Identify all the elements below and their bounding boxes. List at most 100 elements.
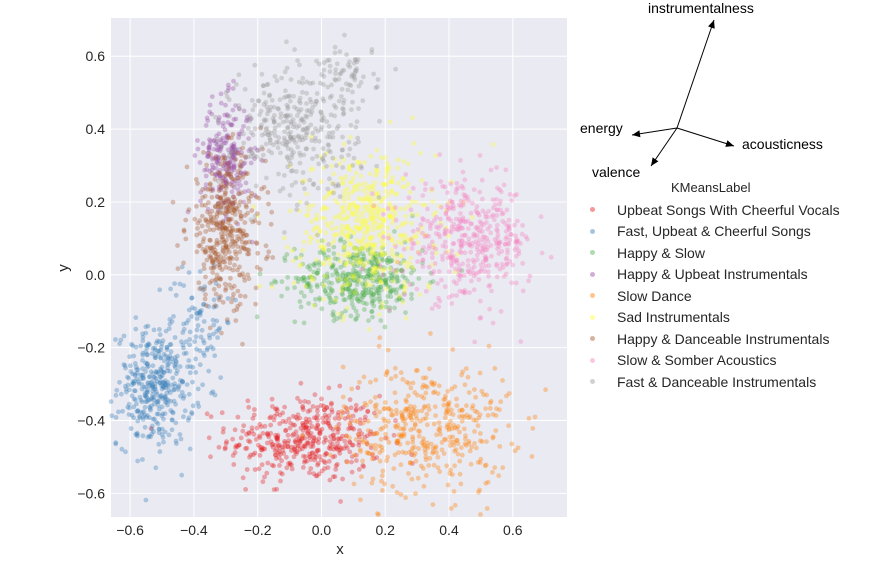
data-point — [445, 207, 450, 213]
data-point — [480, 234, 486, 240]
data-point — [486, 343, 492, 349]
data-point — [209, 258, 215, 264]
data-point — [314, 257, 319, 263]
data-point — [448, 418, 453, 424]
data-point — [401, 260, 406, 266]
data-point — [265, 460, 271, 466]
data-point — [302, 444, 308, 450]
data-point — [403, 450, 408, 456]
data-point — [429, 306, 435, 311]
data-point — [381, 211, 386, 217]
data-point — [486, 263, 492, 268]
data-point — [244, 445, 250, 451]
data-point — [458, 203, 464, 209]
data-point — [209, 111, 215, 117]
data-point — [503, 241, 508, 247]
data-point — [226, 135, 232, 141]
data-point — [256, 195, 262, 201]
data-point — [284, 465, 290, 471]
data-point — [411, 267, 417, 273]
data-point — [148, 380, 154, 385]
data-point — [370, 284, 376, 290]
data-point — [138, 372, 144, 378]
data-point — [197, 230, 203, 236]
data-point — [393, 399, 399, 405]
data-point — [300, 180, 305, 186]
data-point — [498, 189, 504, 195]
data-point — [454, 438, 459, 443]
data-point — [264, 104, 270, 110]
data-point — [346, 281, 351, 287]
data-point — [347, 435, 352, 441]
data-point — [391, 432, 397, 438]
data-point — [159, 364, 165, 370]
data-point — [334, 446, 339, 452]
data-point — [369, 309, 374, 315]
x-tick-label: 0.4 — [439, 522, 459, 538]
data-point — [415, 240, 421, 246]
data-point — [237, 301, 243, 307]
data-point — [447, 411, 453, 416]
data-point — [439, 440, 445, 445]
data-point — [364, 450, 370, 455]
data-point — [157, 339, 162, 345]
data-point — [274, 411, 280, 417]
data-point — [439, 253, 445, 259]
data-point — [288, 77, 294, 82]
data-point — [450, 412, 456, 417]
data-point — [386, 192, 391, 198]
data-point — [370, 184, 376, 189]
data-point — [490, 469, 495, 475]
data-point — [356, 432, 361, 437]
data-point — [276, 171, 281, 177]
data-point — [470, 403, 476, 409]
data-point — [216, 327, 222, 332]
data-point — [377, 274, 382, 280]
data-point — [307, 234, 313, 240]
data-point — [356, 139, 361, 145]
data-point — [360, 257, 366, 263]
data-point — [195, 138, 200, 143]
data-point — [276, 140, 281, 145]
data-point — [492, 237, 498, 243]
data-point — [368, 429, 374, 434]
data-point — [371, 251, 377, 256]
data-point — [503, 236, 509, 242]
data-point — [395, 239, 401, 245]
data-point — [260, 446, 266, 452]
data-point — [398, 261, 403, 266]
data-point — [267, 140, 273, 146]
data-point — [351, 155, 357, 161]
data-point — [351, 246, 357, 251]
data-point — [259, 424, 264, 430]
data-point — [131, 396, 137, 402]
data-point — [246, 148, 252, 154]
data-point — [267, 136, 273, 141]
data-point — [148, 406, 153, 411]
data-point — [460, 185, 466, 191]
data-point — [289, 248, 295, 254]
legend-marker — [590, 336, 595, 342]
data-point — [353, 225, 359, 230]
data-point — [233, 157, 239, 162]
data-point — [159, 373, 165, 378]
data-point — [358, 163, 364, 169]
data-point — [345, 215, 350, 221]
data-point — [369, 191, 375, 197]
data-point — [173, 361, 179, 367]
data-point — [389, 412, 394, 418]
data-point — [194, 346, 199, 352]
data-point — [389, 251, 395, 257]
data-point — [319, 72, 325, 77]
data-point — [156, 371, 161, 376]
data-point — [360, 289, 366, 295]
data-point — [229, 179, 235, 185]
data-point — [202, 250, 208, 255]
data-point — [427, 222, 433, 228]
data-point — [123, 389, 129, 395]
data-point — [473, 208, 479, 214]
data-point — [374, 191, 380, 197]
data-point — [353, 408, 359, 413]
data-point — [232, 200, 238, 206]
data-point — [314, 282, 320, 288]
